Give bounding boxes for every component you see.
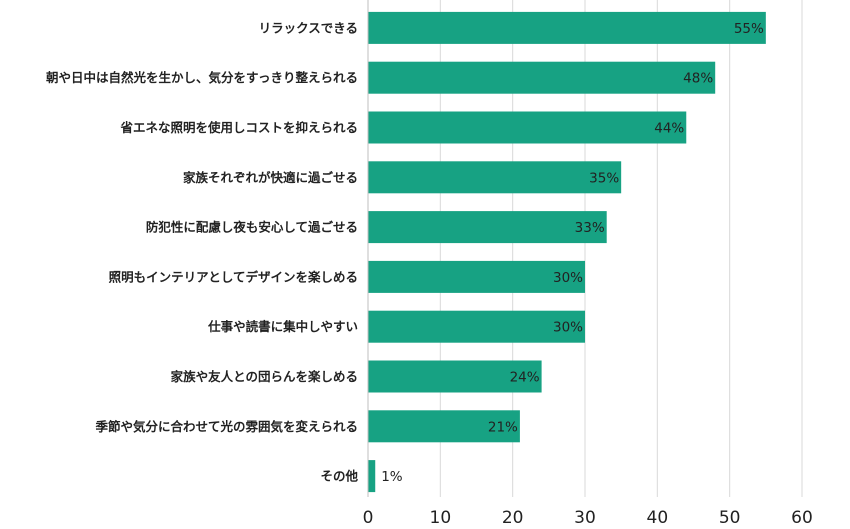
value-label: 30%	[553, 270, 583, 286]
bar	[368, 310, 585, 343]
category-label: リラックスできる	[259, 20, 358, 35]
bar	[368, 410, 520, 443]
value-label: 48%	[683, 71, 713, 87]
bar	[368, 460, 376, 493]
x-tick-label: 0	[363, 508, 374, 525]
bar	[368, 11, 766, 44]
x-tick-label: 10	[430, 508, 452, 525]
x-tick-label: 50	[719, 508, 741, 525]
category-label: 省エネな照明を使用しコストを抑えられる	[119, 120, 358, 135]
bar	[368, 161, 622, 194]
value-label: 1%	[381, 469, 403, 485]
value-label: 35%	[589, 170, 619, 186]
x-tick-label: 20	[502, 508, 524, 525]
category-label: 仕事や読書に集中しやすい	[207, 319, 358, 334]
bar	[368, 111, 687, 144]
category-label: その他	[320, 469, 358, 484]
bar	[368, 61, 716, 94]
x-tick-label: 40	[647, 508, 669, 525]
category-label: 季節や気分に合わせて光の雰囲気を変えられる	[94, 419, 358, 434]
value-label: 24%	[510, 370, 540, 386]
category-label: 朝や日中は自然光を生かし、気分をすっきり整えられる	[46, 70, 358, 85]
bar	[368, 260, 585, 293]
bar	[368, 211, 607, 244]
value-label: 30%	[553, 320, 583, 336]
value-label: 21%	[488, 419, 518, 435]
category-label: 防犯性に配慮し夜も安心して過ごせる	[146, 220, 358, 235]
category-label: 家族それぞれが快適に過ごせる	[183, 170, 358, 185]
category-label: 家族や友人との団らんを楽しめる	[171, 369, 358, 384]
value-label: 33%	[575, 220, 605, 236]
x-tick-label: 60	[791, 508, 813, 525]
category-label: 照明もインテリアとしてデザインを楽しめる	[109, 269, 358, 284]
value-label: 55%	[734, 21, 764, 37]
value-label: 44%	[654, 121, 684, 137]
bar	[368, 360, 542, 393]
x-tick-label: 30	[574, 508, 596, 525]
